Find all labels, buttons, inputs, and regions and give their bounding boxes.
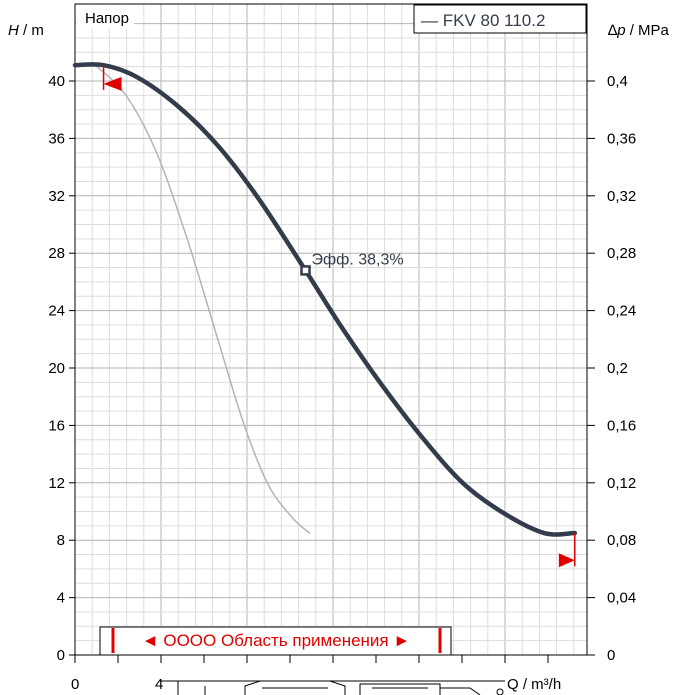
pump-drawing: [160, 680, 520, 695]
x-tick-label: 4: [155, 676, 163, 693]
range-start-marker: [103, 76, 122, 91]
chart-title: Напор: [85, 10, 129, 27]
y-right-tick-label: 0,12: [607, 475, 636, 492]
title-box: [76, 5, 134, 29]
y-left-tick-label: 8: [57, 532, 65, 549]
grid: [75, 4, 587, 655]
y-left-tick-label: 12: [48, 475, 65, 492]
y-left-tick-label: 24: [48, 303, 65, 320]
y-right-tick-label: 0,08: [607, 532, 636, 549]
y-right-tick-label: 0,28: [607, 245, 636, 262]
series-layer: [72, 62, 578, 537]
series-line-secondary: [94, 64, 311, 534]
x-tick-label: 0: [71, 676, 79, 693]
y-right-tick-label: 0,4: [607, 73, 628, 90]
series-line-main: [72, 62, 578, 537]
y-left-tick-label: 16: [48, 417, 65, 434]
range-end-marker: [558, 553, 575, 568]
y-right-tick-label: 0,04: [607, 590, 636, 607]
x-label-bg: [505, 673, 585, 695]
y-right-label: ∆p / MPa: [608, 22, 670, 39]
y-left-tick-label: 36: [48, 130, 65, 147]
application-range-label: ◄ OOOO Область применения ►: [142, 631, 410, 650]
y-right-tick-label: 0,24: [607, 303, 636, 320]
y-left-tick-label: 28: [48, 245, 65, 262]
operating-point-marker: [300, 265, 311, 276]
markers: Эфф. 38,3%: [102, 65, 576, 568]
y-right-tick-label: 0,2: [607, 360, 628, 377]
y-left-tick-label: 32: [48, 188, 65, 205]
y-left-tick-label: 0: [57, 647, 65, 664]
ticks: 048121620242832364000,040,080,120,160,20…: [48, 73, 636, 693]
x-axis-label: Q / m³/h: [507, 676, 561, 693]
y-right-tick-label: 0,36: [607, 130, 636, 147]
legend-box: [413, 4, 587, 34]
y-left-tick-label: 20: [48, 360, 65, 377]
plot-frame: [74, 3, 588, 656]
y-right-tick-label: 0,32: [607, 188, 636, 205]
operating-point-label: Эфф. 38,3%: [312, 251, 404, 268]
y-right-tick-label: 0: [607, 647, 615, 664]
application-range-box: [99, 626, 452, 656]
y-left-tick-label: 40: [48, 73, 65, 90]
legend-entry: — FKV 80 110.2: [421, 11, 545, 30]
y-left-tick-label: 4: [57, 590, 65, 607]
y-left-label: H / m: [8, 22, 44, 39]
y-right-tick-label: 0,16: [607, 417, 636, 434]
